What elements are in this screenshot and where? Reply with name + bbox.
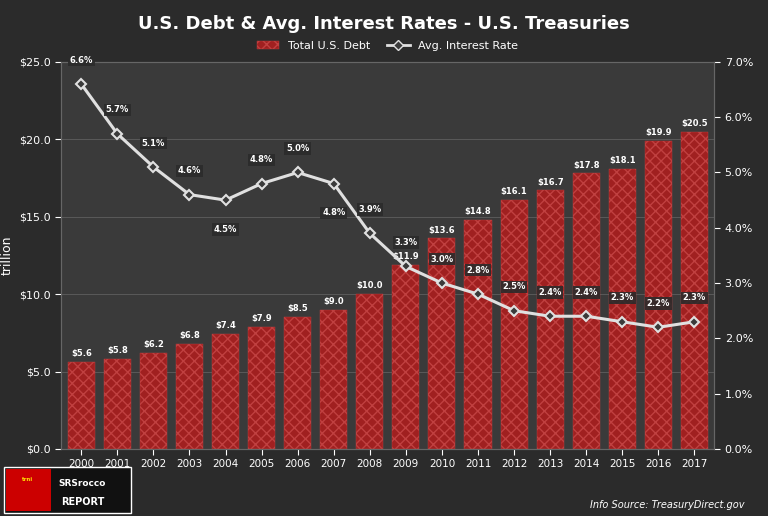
Text: 4.6%: 4.6%: [177, 166, 201, 175]
Bar: [212, 334, 239, 449]
Text: 3.3%: 3.3%: [394, 238, 418, 247]
Text: $6.8: $6.8: [179, 331, 200, 340]
Text: $7.4: $7.4: [215, 321, 236, 331]
Bar: [176, 344, 203, 449]
Bar: [140, 353, 167, 449]
Text: 5.7%: 5.7%: [106, 105, 129, 115]
Text: $20.5: $20.5: [681, 119, 708, 127]
Text: trni: trni: [22, 477, 34, 482]
Text: $6.2: $6.2: [143, 340, 164, 349]
Text: $17.8: $17.8: [573, 160, 600, 169]
Text: 3.0%: 3.0%: [430, 255, 453, 264]
Text: 6.6%: 6.6%: [70, 56, 93, 64]
Bar: [392, 265, 419, 449]
Text: 2.8%: 2.8%: [466, 266, 490, 275]
Text: $16.7: $16.7: [537, 178, 564, 187]
Text: $19.9: $19.9: [645, 128, 671, 137]
Bar: [284, 317, 311, 449]
Text: $14.8: $14.8: [465, 207, 492, 216]
Text: $9.0: $9.0: [323, 297, 344, 305]
Bar: [68, 362, 94, 449]
Text: $11.9: $11.9: [392, 252, 419, 261]
Text: $10.0: $10.0: [356, 281, 383, 290]
Text: 4.8%: 4.8%: [250, 155, 273, 164]
Bar: [681, 132, 708, 449]
Text: 2.3%: 2.3%: [683, 294, 706, 302]
Text: 2.4%: 2.4%: [538, 288, 562, 297]
Legend: Total U.S. Debt, Avg. Interest Rate: Total U.S. Debt, Avg. Interest Rate: [253, 37, 523, 55]
Bar: [501, 200, 528, 449]
Bar: [429, 238, 455, 449]
Text: $5.6: $5.6: [71, 349, 91, 359]
Text: $7.9: $7.9: [251, 314, 272, 323]
Text: 2.2%: 2.2%: [647, 299, 670, 308]
Text: U.S. Debt & Avg. Interest Rates - U.S. Treasuries: U.S. Debt & Avg. Interest Rates - U.S. T…: [138, 15, 630, 34]
Bar: [320, 310, 347, 449]
Bar: [356, 294, 383, 449]
Bar: [645, 141, 672, 449]
Text: SRSrocco: SRSrocco: [58, 479, 106, 488]
FancyBboxPatch shape: [6, 470, 51, 511]
Text: $16.1: $16.1: [501, 187, 528, 196]
Bar: [104, 359, 131, 449]
Text: $5.8: $5.8: [107, 346, 127, 356]
Y-axis label: trillion: trillion: [1, 236, 14, 275]
Text: $18.1: $18.1: [609, 156, 636, 165]
Bar: [537, 190, 564, 449]
Text: 5.0%: 5.0%: [286, 144, 310, 153]
Text: Info Source: TreasuryDirect.gov: Info Source: TreasuryDirect.gov: [591, 500, 745, 510]
Text: 2.4%: 2.4%: [574, 288, 598, 297]
Text: REPORT: REPORT: [61, 497, 104, 507]
Text: $13.6: $13.6: [429, 225, 455, 234]
Bar: [573, 173, 600, 449]
Text: 3.9%: 3.9%: [358, 205, 382, 214]
Bar: [465, 220, 492, 449]
Text: 2.3%: 2.3%: [611, 294, 634, 302]
FancyBboxPatch shape: [4, 467, 131, 513]
Bar: [609, 169, 636, 449]
Text: 4.8%: 4.8%: [322, 208, 346, 217]
Bar: [248, 327, 275, 449]
Text: 2.5%: 2.5%: [502, 282, 526, 292]
Text: 5.1%: 5.1%: [142, 139, 165, 148]
Text: 4.5%: 4.5%: [214, 225, 237, 234]
Text: $8.5: $8.5: [287, 304, 308, 313]
